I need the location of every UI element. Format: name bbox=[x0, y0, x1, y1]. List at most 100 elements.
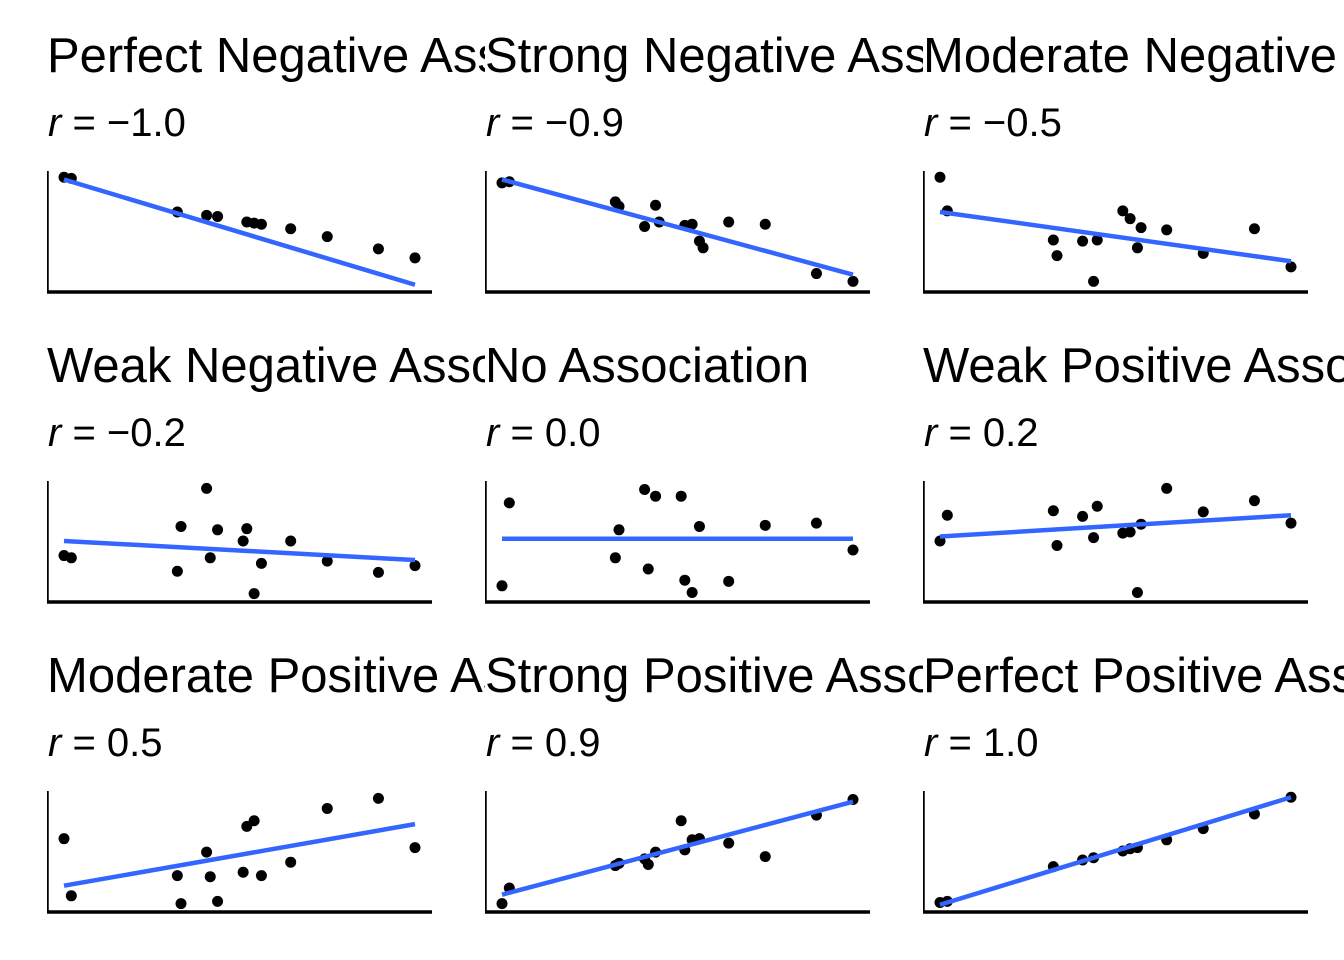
r-value: = −1.0 bbox=[61, 101, 186, 145]
data-point bbox=[503, 497, 515, 509]
data-point bbox=[65, 552, 77, 564]
fit-line bbox=[63, 821, 416, 888]
data-point bbox=[759, 218, 771, 230]
data-point bbox=[1077, 510, 1089, 522]
r-symbol: r bbox=[486, 411, 500, 455]
panel-title: Moderate Positive Association bbox=[47, 649, 485, 703]
r-symbol: r bbox=[486, 721, 500, 765]
r-value: = −0.2 bbox=[61, 411, 186, 455]
data-point bbox=[255, 557, 267, 569]
data-point bbox=[1124, 213, 1136, 225]
data-point bbox=[1088, 275, 1100, 287]
data-point bbox=[201, 209, 213, 221]
data-point bbox=[285, 535, 297, 547]
scatter-panel: Weak Negative Association r = −0.2 bbox=[47, 310, 485, 610]
data-point bbox=[1117, 205, 1129, 217]
r-value: = −0.5 bbox=[937, 101, 1062, 145]
scatter-plot bbox=[485, 791, 870, 914]
data-point bbox=[1131, 242, 1143, 254]
panel-title: Strong Negative Association bbox=[485, 29, 923, 83]
data-point bbox=[1248, 223, 1260, 235]
data-point bbox=[1091, 500, 1103, 512]
scatter-plot bbox=[485, 481, 870, 604]
data-point bbox=[613, 524, 625, 536]
data-point bbox=[285, 856, 297, 868]
data-point bbox=[847, 275, 859, 287]
data-point bbox=[321, 231, 333, 243]
r-symbol: r bbox=[924, 411, 938, 455]
data-point bbox=[1248, 495, 1260, 507]
data-point bbox=[1161, 482, 1173, 494]
data-point bbox=[1131, 587, 1143, 599]
panel-title: Weak Positive Association bbox=[923, 339, 1344, 393]
data-point bbox=[693, 520, 705, 532]
data-point bbox=[1285, 261, 1297, 273]
scatter-plot bbox=[485, 171, 870, 294]
data-point bbox=[237, 866, 249, 878]
data-point bbox=[847, 544, 859, 556]
data-point bbox=[1091, 234, 1103, 246]
correlation-label: r = 0.9 bbox=[486, 720, 601, 766]
data-point bbox=[642, 563, 654, 575]
data-point bbox=[65, 890, 77, 902]
panel-title: Strong Positive Association bbox=[485, 649, 923, 703]
data-point bbox=[372, 792, 384, 804]
data-point bbox=[372, 566, 384, 578]
data-point bbox=[639, 483, 651, 495]
data-point bbox=[1197, 506, 1209, 518]
data-point bbox=[723, 216, 735, 228]
r-value: = 1.0 bbox=[937, 721, 1039, 765]
r-symbol: r bbox=[48, 101, 62, 145]
r-symbol: r bbox=[924, 101, 938, 145]
r-value: = 0.0 bbox=[499, 411, 601, 455]
correlation-label: r = −0.2 bbox=[48, 410, 186, 456]
correlation-label: r = 1.0 bbox=[924, 720, 1039, 766]
data-point bbox=[1051, 250, 1063, 262]
data-point bbox=[675, 815, 687, 827]
r-symbol: r bbox=[48, 721, 62, 765]
data-point bbox=[1051, 539, 1063, 551]
data-point bbox=[201, 482, 213, 494]
data-point bbox=[1088, 532, 1100, 544]
scatter-panel: Weak Positive Association r = 0.2 bbox=[923, 310, 1344, 610]
data-point bbox=[496, 580, 508, 592]
data-point bbox=[248, 588, 260, 600]
data-point bbox=[372, 243, 384, 255]
data-point bbox=[1047, 505, 1059, 517]
data-point bbox=[1077, 235, 1089, 247]
fit-line bbox=[939, 795, 1292, 907]
data-point bbox=[285, 223, 297, 235]
data-point bbox=[248, 815, 260, 827]
data-point bbox=[697, 242, 709, 254]
data-point bbox=[759, 851, 771, 863]
data-point bbox=[255, 870, 267, 882]
correlation-label: r = 0.5 bbox=[48, 720, 163, 766]
data-point bbox=[175, 898, 187, 910]
data-point bbox=[810, 268, 822, 280]
panel-title: Weak Negative Association bbox=[47, 339, 485, 393]
data-point bbox=[1285, 517, 1297, 529]
scatter-plot bbox=[923, 171, 1308, 294]
data-point bbox=[212, 895, 224, 907]
scatter-panel: Strong Positive Association r = 0.9 bbox=[485, 620, 923, 920]
data-point bbox=[409, 560, 421, 572]
scatter-plot bbox=[47, 171, 432, 294]
data-point bbox=[255, 218, 267, 230]
data-point bbox=[409, 252, 421, 264]
fit-line bbox=[501, 177, 854, 277]
data-point bbox=[679, 574, 691, 586]
data-point bbox=[321, 802, 333, 814]
data-point bbox=[642, 858, 654, 870]
data-point bbox=[58, 833, 70, 845]
data-point bbox=[171, 565, 183, 577]
data-point bbox=[810, 517, 822, 529]
data-point bbox=[212, 210, 224, 222]
correlation-label: r = 0.2 bbox=[924, 410, 1039, 456]
data-point bbox=[759, 519, 771, 531]
data-point bbox=[1135, 222, 1147, 234]
correlation-label: r = −1.0 bbox=[48, 100, 186, 146]
r-value: = 0.5 bbox=[61, 721, 163, 765]
data-point bbox=[241, 523, 253, 535]
correlation-label: r = 0.0 bbox=[486, 410, 601, 456]
data-point bbox=[1161, 224, 1173, 236]
